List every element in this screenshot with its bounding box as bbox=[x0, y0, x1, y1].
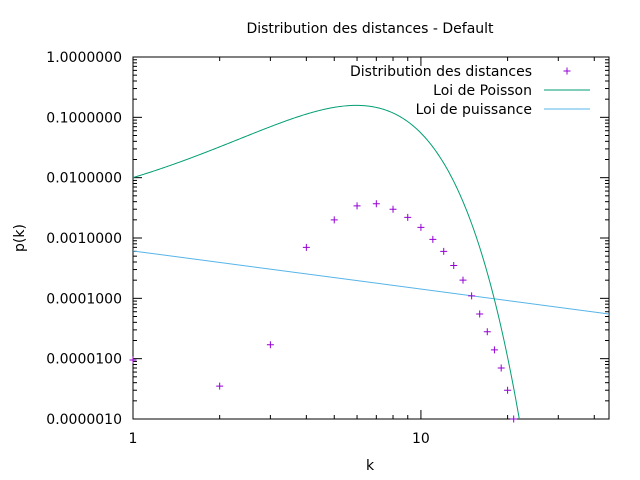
y-tick-label: 0.1000000 bbox=[46, 110, 122, 126]
data-point bbox=[510, 415, 518, 423]
legend-marker bbox=[563, 67, 571, 75]
power-law-line bbox=[133, 250, 609, 315]
data-point bbox=[504, 386, 512, 394]
data-point bbox=[372, 200, 380, 208]
legend-label: Loi de puissance bbox=[416, 102, 532, 118]
y-tick-label: 1.0000000 bbox=[46, 50, 122, 66]
data-point bbox=[483, 328, 491, 336]
data-point bbox=[129, 356, 137, 364]
data-point bbox=[497, 364, 505, 372]
data-point bbox=[440, 247, 448, 255]
y-tick-label: 0.0000010 bbox=[46, 412, 122, 428]
plot-frame bbox=[132, 56, 610, 420]
data-point bbox=[266, 341, 274, 349]
data-point bbox=[429, 235, 437, 243]
y-tick-label: 0.0100000 bbox=[46, 171, 122, 187]
poisson-curve bbox=[133, 104, 520, 419]
x-axis-label: k bbox=[366, 458, 375, 474]
x-tick-label: 10 bbox=[412, 431, 430, 447]
data-point bbox=[216, 382, 224, 390]
y-tick-label: 0.0001000 bbox=[46, 291, 122, 307]
legend-label: Distribution des distances bbox=[350, 64, 532, 80]
data-point bbox=[490, 346, 498, 354]
data-point bbox=[404, 213, 412, 221]
data-point bbox=[476, 310, 484, 318]
data-point bbox=[468, 292, 476, 300]
y-axis-label: p(k) bbox=[12, 224, 28, 252]
x-tick-label: 1 bbox=[129, 431, 138, 447]
y-tick-label: 0.0010000 bbox=[46, 231, 122, 247]
data-point bbox=[389, 205, 397, 213]
data-point bbox=[302, 243, 310, 251]
legend-label: Loi de Poisson bbox=[433, 83, 532, 99]
y-tick-label: 0.0000100 bbox=[46, 352, 122, 368]
data-point bbox=[459, 276, 467, 284]
chart-title: Distribution des distances - Default bbox=[246, 21, 494, 37]
data-point bbox=[417, 223, 425, 231]
data-point bbox=[353, 202, 361, 210]
data-point bbox=[330, 216, 338, 224]
data-point bbox=[450, 262, 458, 270]
legend: Distribution des distances Loi de Poisson… bbox=[350, 64, 590, 118]
plot-area: 0.0000010 0.0000100 0.0001000 0.0010000 0.01… bbox=[46, 50, 610, 447]
